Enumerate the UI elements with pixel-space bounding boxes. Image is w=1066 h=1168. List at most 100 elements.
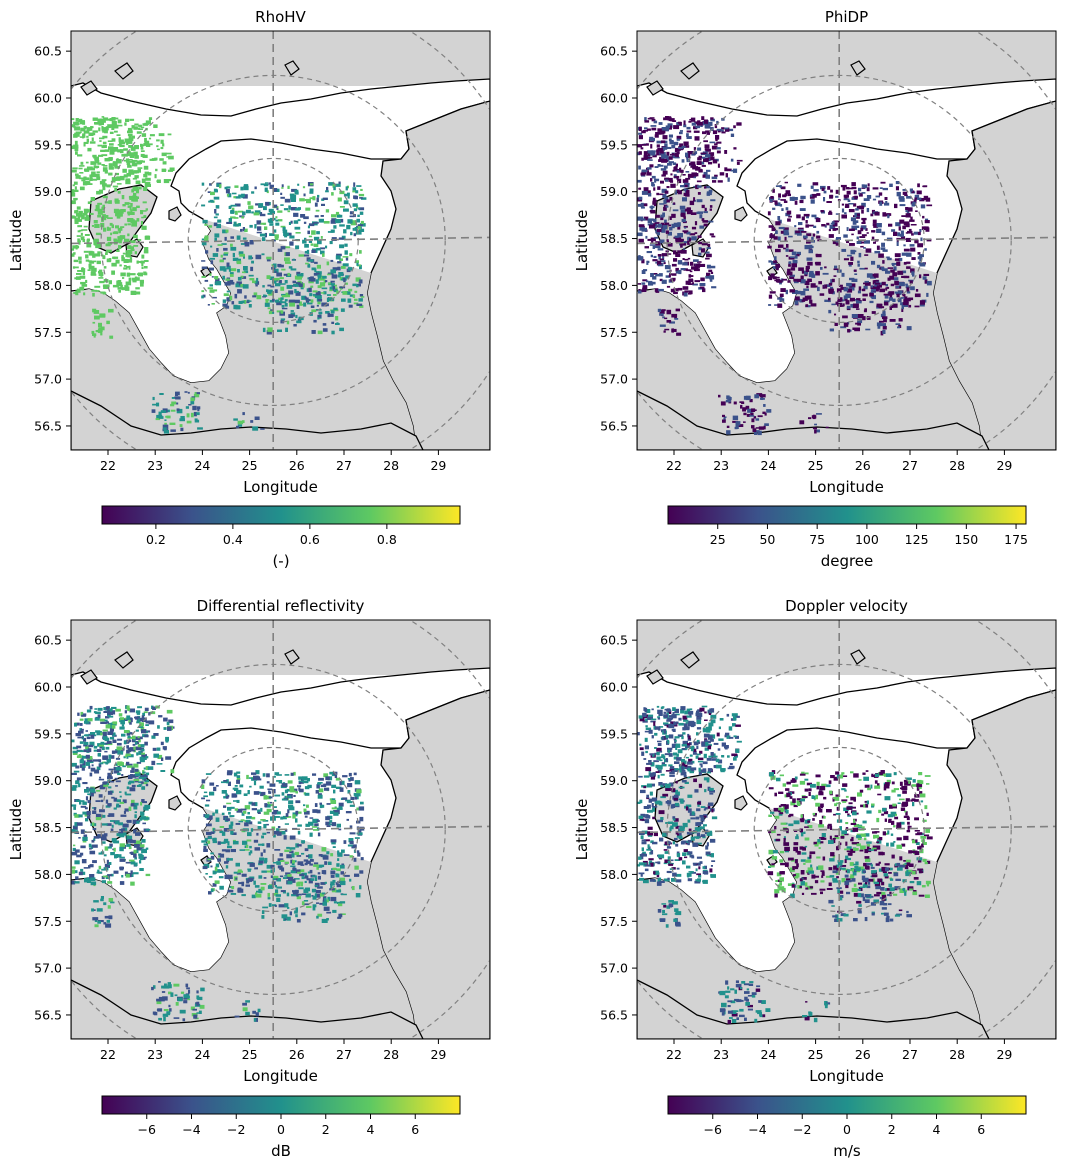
echo-cell (296, 273, 303, 277)
echo-cell (341, 298, 346, 302)
echo-cell (730, 158, 734, 162)
echo-cell (852, 286, 855, 291)
echo-cell (698, 874, 702, 878)
echo-cell (788, 215, 792, 218)
echo-cell (684, 710, 690, 715)
echo-cell (217, 858, 221, 862)
echo-cell (275, 219, 279, 222)
echo-cell (642, 287, 647, 292)
echo-cell (240, 186, 244, 191)
echo-cell (345, 799, 351, 802)
echo-cell (78, 814, 83, 818)
echo-cell (276, 878, 281, 882)
echo-cell (140, 726, 145, 732)
echo-cell (263, 206, 267, 211)
echo-cell (80, 236, 85, 241)
echo-cell (281, 268, 286, 271)
echo-cell (687, 808, 692, 813)
echo-cell (145, 174, 148, 178)
echo-cell (243, 184, 249, 189)
echo-cell (244, 228, 248, 233)
echo-cell (657, 308, 662, 313)
echo-cell (758, 426, 765, 430)
echo-cell (684, 258, 689, 261)
echo-cell (797, 227, 804, 230)
echo-cell (136, 752, 139, 756)
echo-cell (246, 301, 249, 304)
echo-cell (179, 424, 183, 427)
echo-cell (745, 395, 751, 401)
echo-cell (864, 308, 867, 312)
echo-cell (156, 1008, 161, 1011)
echo-cell (294, 851, 299, 856)
echo-cell (800, 275, 804, 280)
echo-cell (165, 738, 169, 743)
echo-cell (828, 210, 832, 214)
echo-cell (236, 791, 242, 795)
echo-cell (657, 774, 660, 779)
echo-cell (323, 279, 326, 284)
echo-cell (646, 172, 652, 176)
echo-cell (344, 282, 348, 285)
echo-cell (316, 264, 321, 269)
echo-cell (109, 150, 114, 155)
echo-cell (856, 300, 862, 304)
echo-cell (252, 1010, 256, 1014)
echo-cell (329, 286, 334, 290)
echo-cell (80, 852, 84, 856)
echo-cell (133, 844, 140, 848)
echo-cell (141, 754, 147, 758)
echo-cell (906, 252, 912, 257)
echo-cell (306, 288, 309, 292)
echo-cell (306, 878, 312, 881)
echo-cell (740, 406, 743, 409)
island (850, 649, 866, 665)
echo-cell (342, 291, 348, 295)
echo-cell (122, 823, 129, 828)
echo-cell (273, 188, 278, 192)
echo-cell (319, 802, 322, 805)
echo-cell (142, 154, 148, 158)
echo-cell (755, 418, 760, 421)
echo-cell (354, 865, 359, 870)
echo-cell (669, 227, 673, 231)
echo-cell (93, 220, 98, 224)
echo-cell (357, 225, 361, 230)
echo-cell (149, 120, 151, 124)
echo-cell (668, 274, 671, 278)
echo-cell (80, 845, 86, 849)
echo-cell (256, 832, 259, 836)
echo-cell (356, 807, 360, 811)
echo-cell (85, 818, 89, 822)
echo-cell (75, 173, 79, 176)
echo-cell (658, 288, 664, 292)
echo-cell (99, 180, 106, 185)
echo-cell (204, 804, 210, 807)
echo-cell (905, 232, 908, 234)
echo-cell (650, 775, 656, 780)
echo-cell (312, 906, 316, 911)
echo-cell (303, 302, 307, 307)
echo-cell (311, 267, 316, 271)
echo-cell (201, 240, 207, 246)
echo-cell (254, 847, 260, 851)
echo-cell (109, 736, 115, 740)
echo-cell (870, 276, 876, 279)
echo-cell (866, 273, 873, 278)
echo-cell (92, 178, 98, 181)
echo-cell (673, 141, 679, 146)
echo-cell (193, 411, 197, 417)
echo-cell (115, 780, 121, 783)
echo-cell (691, 871, 696, 874)
echo-cell (847, 329, 851, 333)
echo-cell (652, 816, 655, 820)
echo-cell (726, 430, 731, 435)
echo-cell (689, 119, 694, 121)
echo-cell (275, 216, 278, 219)
echo-cell (880, 181, 886, 184)
echo-cell (689, 854, 694, 858)
echo-cell (894, 253, 901, 258)
echo-cell (247, 201, 251, 205)
echo-cell (655, 764, 660, 769)
